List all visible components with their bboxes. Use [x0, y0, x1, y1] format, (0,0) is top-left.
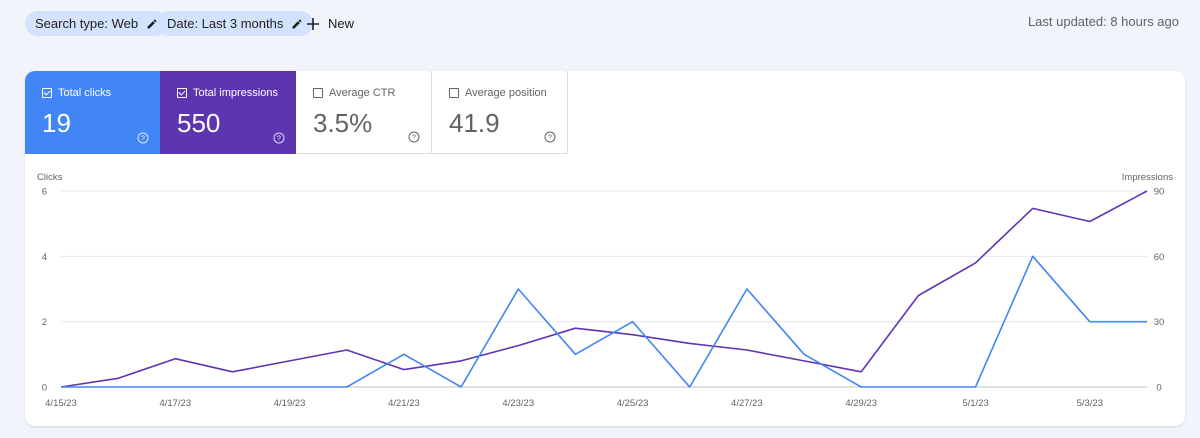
- x-tick-label: 4/29/23: [845, 398, 877, 409]
- new-filter-button[interactable]: New: [306, 11, 354, 36]
- plus-icon: [307, 17, 319, 30]
- svg-text:?: ?: [548, 135, 552, 142]
- y-left-tick-label: 6: [42, 187, 47, 198]
- svg-text:?: ?: [277, 136, 281, 143]
- metric-value: 19: [42, 108, 71, 138]
- help-icon[interactable]: ?: [137, 132, 149, 144]
- x-tick-label: 4/23/23: [502, 398, 534, 409]
- x-tick-label: 4/25/23: [617, 398, 649, 409]
- x-tick-label: 4/15/23: [45, 398, 77, 409]
- checkbox-unchecked-icon: [313, 88, 323, 98]
- x-tick-label: 5/3/23: [1077, 398, 1103, 409]
- metric-value: 41.9: [449, 108, 500, 138]
- y-right-tick-label: 90: [1154, 187, 1165, 198]
- new-filter-label: New: [328, 16, 355, 31]
- metric-tile-average-ctr[interactable]: Average CTR 3.5% ?: [296, 71, 432, 154]
- edit-pencil-icon: [292, 18, 302, 28]
- date-label: Date: Last 3 months: [167, 16, 284, 31]
- metric-label: Average CTR: [329, 87, 396, 99]
- checkbox-checked-icon: [42, 88, 52, 98]
- metric-label: Total impressions: [193, 87, 278, 99]
- y-left-tick-label: 4: [42, 252, 47, 263]
- y-right-tick-label: 0: [1156, 383, 1161, 394]
- svg-text:?: ?: [412, 135, 416, 142]
- search-type-filter-chip[interactable]: Search type: Web: [25, 11, 169, 36]
- metric-tile-average-position[interactable]: Average position 41.9 ?: [432, 71, 568, 154]
- help-icon[interactable]: ?: [273, 132, 285, 144]
- x-tick-label: 5/1/23: [962, 398, 988, 409]
- metric-value: 550: [177, 108, 221, 138]
- y-left-axis-label: Clicks: [37, 172, 63, 183]
- edit-pencil-icon: [147, 18, 157, 28]
- series-line-total-impressions: [60, 190, 1148, 388]
- top-filter-bar: Search type: Web Date: Last 3 months New…: [0, 0, 1200, 46]
- svg-text:?: ?: [141, 136, 145, 143]
- help-icon[interactable]: ?: [408, 131, 420, 143]
- checkbox-checked-icon: [177, 88, 187, 98]
- metric-tile-total-clicks[interactable]: Total clicks 19 ?: [25, 71, 160, 154]
- last-updated-text: Last updated: 8 hours ago: [1027, 14, 1179, 29]
- y-right-tick-label: 30: [1154, 317, 1165, 328]
- checkbox-unchecked-icon: [449, 88, 459, 98]
- search-type-label: Search type: Web: [35, 16, 139, 31]
- metric-tile-total-impressions[interactable]: Total impressions 550 ?: [160, 71, 296, 154]
- series-line-total-clicks: [61, 255, 1147, 388]
- y-right-tick-label: 60: [1154, 252, 1165, 263]
- y-left-tick-label: 0: [42, 383, 47, 394]
- performance-card: Total clicks 19 ? Total impressions 550 …: [25, 71, 1185, 426]
- y-left-tick-label: 2: [42, 317, 47, 328]
- metric-value: 3.5%: [313, 108, 373, 138]
- x-tick-label: 4/27/23: [731, 398, 763, 409]
- metric-label: Total clicks: [58, 87, 112, 99]
- date-filter-chip[interactable]: Date: Last 3 months: [157, 11, 314, 36]
- x-tick-label: 4/17/23: [159, 398, 191, 409]
- help-icon[interactable]: ?: [544, 131, 556, 143]
- x-tick-label: 4/21/23: [388, 398, 420, 409]
- x-tick-label: 4/19/23: [274, 398, 306, 409]
- y-right-axis-label: Impressions: [1122, 172, 1173, 183]
- metric-label: Average position: [465, 87, 547, 99]
